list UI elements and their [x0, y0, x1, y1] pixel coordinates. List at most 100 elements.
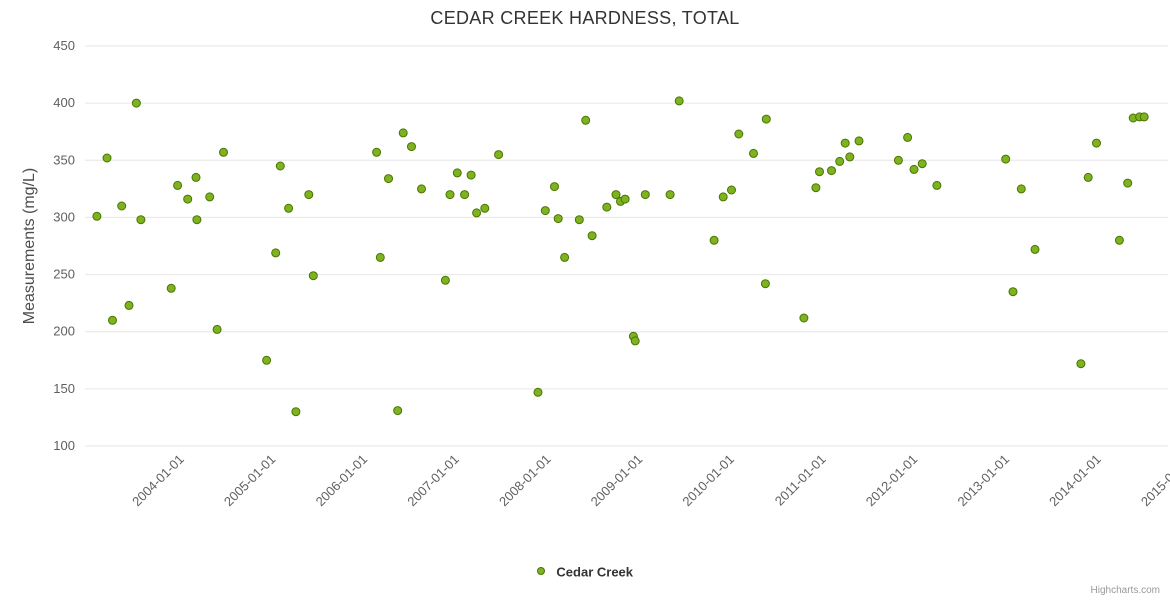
- data-point[interactable]: [533, 387, 543, 397]
- data-point[interactable]: [620, 194, 630, 204]
- data-point[interactable]: [108, 315, 117, 325]
- data-point[interactable]: [440, 275, 450, 285]
- data-point[interactable]: [452, 168, 462, 178]
- data-point[interactable]: [727, 185, 736, 195]
- data-point[interactable]: [840, 138, 850, 148]
- data-point[interactable]: [835, 156, 845, 166]
- data-point[interactable]: [166, 283, 176, 293]
- legend[interactable]: Cedar Creek: [0, 563, 1170, 581]
- x-axis-tick-label: 2007-01-01: [404, 452, 462, 510]
- data-point[interactable]: [1008, 287, 1018, 297]
- data-point[interactable]: [550, 182, 559, 192]
- data-point[interactable]: [893, 155, 903, 165]
- data-point[interactable]: [124, 300, 134, 310]
- data-point[interactable]: [602, 202, 612, 212]
- data-point[interactable]: [472, 208, 482, 218]
- data-point[interactable]: [494, 150, 504, 160]
- data-point[interactable]: [212, 324, 222, 334]
- data-point[interactable]: [1083, 172, 1093, 182]
- data-point[interactable]: [709, 235, 719, 245]
- x-axis-tick-label: 2014-01-01: [1046, 452, 1104, 510]
- y-axis-tick-label: 150: [53, 381, 75, 396]
- data-point[interactable]: [407, 142, 416, 152]
- data-point[interactable]: [1092, 138, 1101, 148]
- data-point[interactable]: [611, 190, 621, 200]
- data-point[interactable]: [1016, 184, 1026, 194]
- data-point[interactable]: [271, 248, 281, 258]
- data-point[interactable]: [284, 203, 294, 213]
- data-point[interactable]: [1139, 112, 1149, 122]
- data-point[interactable]: [903, 132, 913, 142]
- x-axis-tick-label: 2005-01-01: [221, 452, 279, 510]
- data-point[interactable]: [917, 159, 927, 169]
- data-point[interactable]: [1030, 244, 1040, 254]
- x-axis-tick-label: 2015-01-01: [1138, 452, 1170, 510]
- data-point[interactable]: [909, 164, 919, 174]
- data-point[interactable]: [799, 313, 809, 323]
- data-point[interactable]: [760, 279, 770, 289]
- data-point[interactable]: [553, 214, 563, 224]
- data-point[interactable]: [574, 215, 584, 225]
- x-axis-tick-label: 2010-01-01: [679, 452, 737, 510]
- x-axis-tick-label: 2006-01-01: [313, 452, 371, 510]
- data-point[interactable]: [291, 407, 301, 417]
- data-point[interactable]: [117, 201, 127, 211]
- data-point[interactable]: [587, 231, 597, 241]
- data-point[interactable]: [640, 190, 650, 200]
- data-point[interactable]: [262, 355, 272, 365]
- data-point[interactable]: [102, 153, 112, 163]
- data-point[interactable]: [191, 172, 201, 182]
- data-point[interactable]: [845, 152, 855, 162]
- data-point[interactable]: [811, 183, 821, 193]
- data-point[interactable]: [219, 147, 228, 157]
- data-point[interactable]: [183, 194, 193, 204]
- data-point[interactable]: [375, 252, 385, 262]
- data-point[interactable]: [372, 147, 382, 157]
- data-point[interactable]: [734, 129, 744, 139]
- data-point[interactable]: [1076, 359, 1086, 369]
- data-point[interactable]: [131, 98, 141, 108]
- data-point[interactable]: [466, 170, 476, 180]
- data-point[interactable]: [718, 192, 728, 202]
- data-point[interactable]: [560, 252, 570, 262]
- data-point[interactable]: [827, 166, 836, 176]
- data-point[interactable]: [308, 271, 318, 281]
- data-point[interactable]: [1123, 178, 1133, 188]
- data-point[interactable]: [384, 174, 393, 184]
- y-axis-tick-label: 200: [53, 324, 75, 339]
- y-axis-tick-label: 100: [53, 438, 75, 453]
- data-point[interactable]: [665, 190, 675, 200]
- data-point[interactable]: [304, 190, 314, 200]
- data-point[interactable]: [92, 211, 102, 221]
- data-point[interactable]: [205, 192, 215, 202]
- data-point[interactable]: [540, 206, 550, 216]
- data-point[interactable]: [854, 136, 864, 146]
- legend-series-label: Cedar Creek: [556, 564, 634, 580]
- data-point[interactable]: [932, 180, 942, 190]
- data-point[interactable]: [480, 203, 490, 213]
- highcharts-credits[interactable]: Highcharts.com: [1090, 585, 1160, 596]
- data-point[interactable]: [445, 190, 455, 200]
- data-point[interactable]: [761, 114, 771, 124]
- data-point[interactable]: [393, 406, 403, 416]
- data-point[interactable]: [749, 148, 758, 158]
- data-point[interactable]: [674, 96, 684, 106]
- data-point[interactable]: [136, 215, 146, 225]
- data-point[interactable]: [275, 161, 285, 171]
- data-point[interactable]: [417, 184, 426, 194]
- data-point[interactable]: [581, 115, 591, 125]
- y-axis-tick-label: 250: [53, 267, 75, 282]
- data-point[interactable]: [460, 190, 470, 200]
- x-axis-tick-label: 2013-01-01: [955, 452, 1013, 510]
- data-point[interactable]: [1001, 154, 1011, 164]
- data-point[interactable]: [192, 215, 202, 225]
- data-point[interactable]: [630, 336, 640, 346]
- data-point[interactable]: [173, 180, 183, 190]
- data-point[interactable]: [1114, 235, 1124, 245]
- y-axis-tick-label: 400: [53, 95, 75, 110]
- data-point[interactable]: [398, 128, 408, 138]
- x-axis-tick-label: 2009-01-01: [588, 452, 646, 510]
- data-point[interactable]: [815, 167, 824, 177]
- legend-marker-icon: [536, 566, 545, 575]
